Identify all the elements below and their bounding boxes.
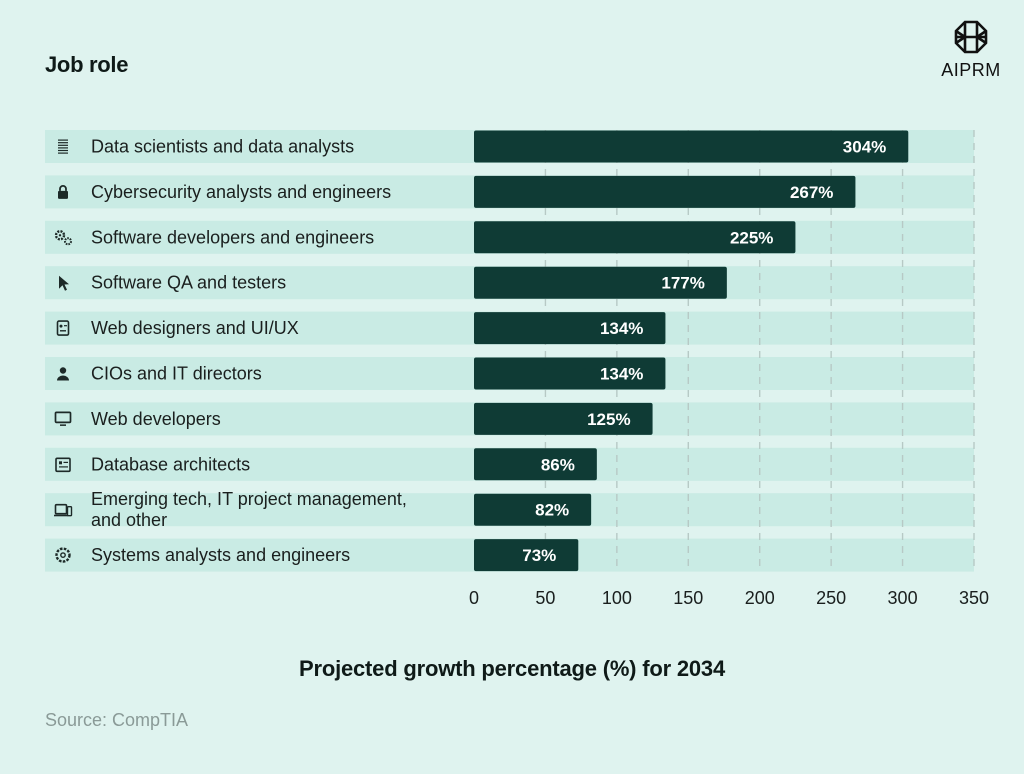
- category-label: Web designers and UI/UX: [91, 318, 299, 338]
- bar: [474, 266, 727, 299]
- bar: [474, 221, 796, 254]
- monitor-icon: [54, 411, 72, 426]
- devices-icon: [54, 503, 73, 517]
- x-tick-label: 350: [959, 588, 989, 608]
- document-list-icon: [58, 139, 68, 154]
- gears-icon: [54, 230, 72, 246]
- category-label: Data scientists and data analysts: [91, 137, 354, 157]
- user-icon: [57, 367, 69, 381]
- lock-icon: [58, 185, 68, 199]
- bar: [474, 539, 579, 572]
- bar: [474, 448, 597, 481]
- x-tick-label: 0: [469, 588, 479, 608]
- database-file-icon: [55, 457, 71, 473]
- bar-value-label: 225%: [730, 228, 773, 247]
- x-tick-label: 150: [673, 588, 703, 608]
- category-label: Software developers and engineers: [91, 227, 374, 247]
- chart-header-title: Job role: [45, 52, 129, 77]
- bar-value-label: 177%: [661, 274, 704, 293]
- bar-value-label: 125%: [587, 410, 630, 429]
- x-tick-label: 300: [888, 588, 918, 608]
- x-tick-label: 250: [816, 588, 846, 608]
- category-label: Database architects: [91, 454, 250, 474]
- bar-value-label: 304%: [843, 138, 886, 157]
- bar-value-label: 73%: [522, 546, 556, 565]
- brand-name: AIPRM: [941, 60, 1001, 80]
- aiprm-logo-icon: [954, 20, 988, 54]
- bar-value-label: 82%: [535, 501, 569, 520]
- id-card-icon: [56, 320, 70, 336]
- bar: [474, 402, 653, 435]
- bar-value-label: 86%: [541, 455, 575, 474]
- x-tick-label: 200: [745, 588, 775, 608]
- cursor-icon: [59, 275, 69, 291]
- category-label: CIOs and IT directors: [91, 364, 262, 384]
- bar: [474, 357, 666, 390]
- category-label: Systems analysts and engineers: [91, 545, 350, 565]
- bar: [474, 175, 856, 208]
- source-note: Source: CompTIA: [45, 710, 189, 730]
- bar: [474, 493, 592, 526]
- category-label: Web developers: [91, 409, 221, 429]
- bar-value-label: 134%: [600, 319, 643, 338]
- bar-value-label: 134%: [600, 365, 643, 384]
- x-tick-label: 100: [602, 588, 632, 608]
- bar-value-label: 267%: [790, 183, 833, 202]
- settings-icon: [55, 547, 71, 563]
- x-axis-label: Projected growth percentage (%) for 2034: [299, 656, 725, 681]
- bar: [474, 130, 909, 163]
- category-label: Cybersecurity analysts and engineers: [91, 182, 391, 202]
- brand-logo: AIPRM: [934, 20, 1008, 81]
- bar: [474, 312, 666, 345]
- x-tick-label: 50: [535, 588, 555, 608]
- category-label: Emerging tech, IT project management, and…: [91, 489, 407, 530]
- bar-chart: Data scientists and data analysts 304% Cyb…: [45, 130, 989, 608]
- category-label: Software QA and testers: [91, 273, 286, 293]
